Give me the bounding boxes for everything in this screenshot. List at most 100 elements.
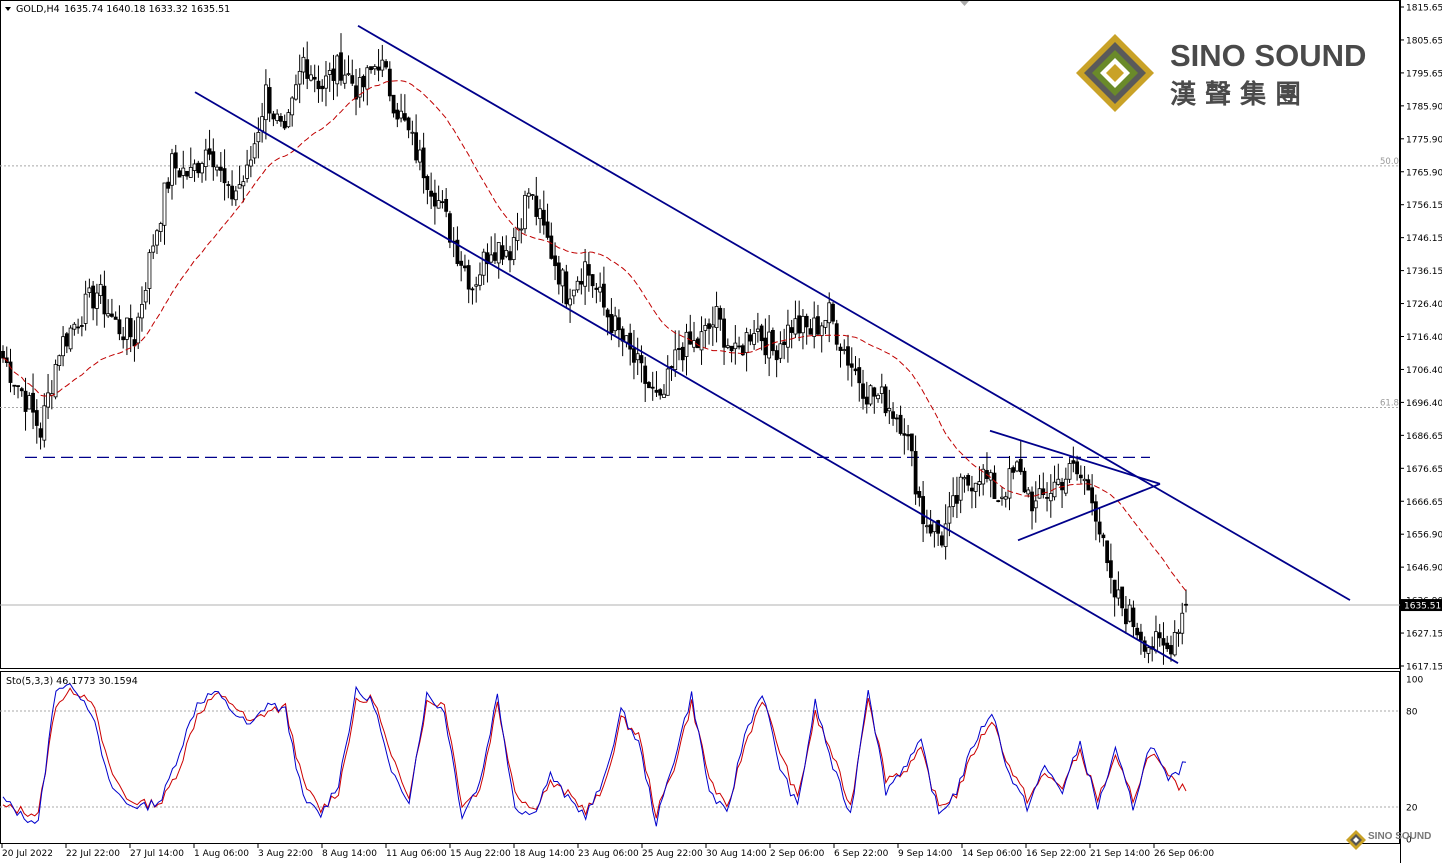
- candle-body: [192, 163, 197, 171]
- candle-body: [1142, 640, 1147, 652]
- candle-body: [455, 239, 460, 264]
- candle-body: [143, 290, 148, 303]
- price-axis: 1815.65 1805.65 1795.65 1785.90 1775.90 1765.…: [1400, 0, 1442, 863]
- candle-body: [110, 313, 114, 317]
- candle-body: [849, 363, 854, 368]
- candle-body: [181, 167, 186, 176]
- time-tick-label: 26 Sep 06:00: [1154, 849, 1214, 859]
- candle-body: [207, 148, 212, 155]
- candle-body: [1026, 489, 1031, 495]
- candle-body: [1018, 459, 1023, 473]
- candle-body: [151, 245, 156, 253]
- symbol-dropdown-icon[interactable]: [5, 7, 11, 11]
- candle-body: [729, 345, 734, 352]
- candle-body: [913, 451, 918, 495]
- candle-body: [1157, 632, 1162, 639]
- candle-body: [586, 264, 591, 276]
- candle-body: [504, 250, 509, 257]
- candle-body: [399, 110, 403, 119]
- main-pane-frame: [0, 0, 1400, 669]
- candle-body: [523, 194, 527, 230]
- candle-body: [834, 323, 839, 345]
- candle-body: [444, 198, 449, 212]
- candle-body: [680, 346, 685, 361]
- price-tick-label: 1676.65: [1406, 465, 1442, 475]
- stochastic-level-label: 80: [1406, 708, 1418, 718]
- time-tick-label: 23 Aug 06:00: [578, 849, 639, 859]
- candle-body: [909, 433, 914, 452]
- candle-body: [677, 348, 681, 350]
- candle-body: [571, 289, 576, 297]
- moving-average-line: [2, 80, 1187, 592]
- candle-body: [928, 524, 933, 534]
- candle-body: [136, 316, 141, 344]
- candle-body: [613, 315, 618, 332]
- candle-body: [770, 329, 775, 352]
- candle-body: [113, 316, 118, 320]
- candle-body: [793, 318, 798, 335]
- price-tick-label: 1666.65: [1406, 498, 1442, 508]
- candle-body: [342, 74, 347, 84]
- candle-body: [1180, 612, 1185, 634]
- candle-body: [252, 143, 257, 159]
- candle-body: [346, 73, 351, 76]
- price-tick-label: 1746.15: [1406, 234, 1442, 244]
- candle-body: [1041, 488, 1046, 495]
- candle-body: [872, 387, 877, 397]
- candle-body: [981, 468, 986, 485]
- level-lines: 50.0 61.8: [0, 157, 1400, 606]
- candle-body: [553, 255, 557, 267]
- candle-body: [812, 317, 817, 337]
- candle-body: [665, 368, 670, 396]
- candle-body: [177, 170, 182, 178]
- candle-body: [838, 346, 843, 351]
- sino-sound-logo-icon: [1076, 34, 1154, 112]
- candle-body: [1116, 589, 1121, 599]
- candle-body: [387, 68, 392, 97]
- time-tick-label: 22 Jul 22:00: [66, 849, 120, 859]
- candle-body: [966, 475, 971, 486]
- candle-body: [19, 388, 24, 392]
- candle-body: [759, 325, 764, 342]
- candle-body: [740, 345, 745, 356]
- candle-body: [372, 66, 377, 70]
- candle-body: [140, 303, 144, 319]
- time-axis: 20 Jul 2022 22 Jul 22:00 27 Jul 14:00 1 Aug…: [1, 844, 1214, 859]
- candle-body: [233, 190, 238, 201]
- trend-objects[interactable]: [194, 24, 1351, 664]
- candle-body: [508, 251, 512, 261]
- candle-body: [530, 194, 535, 196]
- candle-body: [823, 319, 828, 328]
- price-tick-label: 1775.90: [1406, 135, 1442, 145]
- candle-body: [53, 364, 58, 398]
- candle-body: [1, 350, 5, 359]
- candle-body: [463, 265, 467, 269]
- time-tick-label: 25 Aug 22:00: [642, 849, 703, 859]
- candle-body: [816, 316, 820, 335]
- scroll-marker-icon[interactable]: [960, 1, 969, 6]
- candle-body: [357, 77, 362, 98]
- candle-body: [1124, 608, 1128, 625]
- time-tick-label: 3 Aug 22:00: [258, 849, 313, 859]
- candle-body: [1146, 647, 1151, 654]
- candle-body: [245, 164, 250, 179]
- candle-body: [748, 334, 753, 342]
- candle-body: [335, 55, 340, 85]
- candle-body: [1037, 488, 1042, 499]
- time-tick-label: 8 Aug 14:00: [322, 849, 377, 859]
- candle-body: [474, 284, 479, 287]
- candle-body: [286, 112, 291, 128]
- current-price-label: 1635.51: [1404, 602, 1441, 612]
- candle-body: [83, 293, 88, 324]
- price-tick-label: 1716.40: [1406, 333, 1442, 343]
- candle-body: [436, 200, 441, 209]
- candle-body: [376, 66, 381, 71]
- time-tick-label: 21 Sep 14:00: [1090, 849, 1150, 859]
- candle-body: [782, 341, 787, 346]
- price-tick-label: 1795.65: [1406, 69, 1442, 79]
- candle-body: [200, 163, 204, 174]
- candle-body: [906, 434, 910, 437]
- candle-body: [147, 252, 152, 289]
- candle-body: [662, 393, 666, 398]
